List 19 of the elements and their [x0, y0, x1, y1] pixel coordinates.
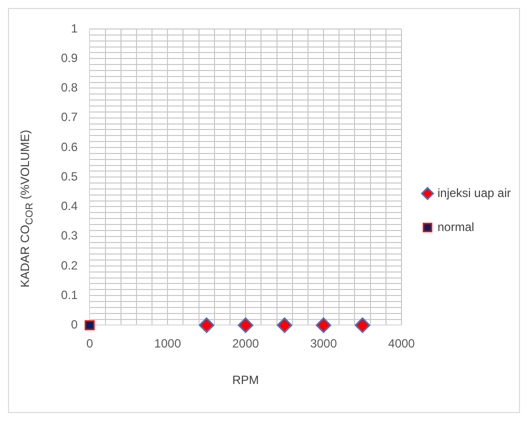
y-tick-label: 1	[70, 21, 78, 36]
legend-label: injeksi uap air	[438, 186, 511, 200]
y-tick-label: 0.6	[60, 140, 78, 154]
x-tick-label: 2000	[232, 336, 260, 351]
x-axis-title: RPM	[232, 373, 259, 388]
y-tick-label: 0.7	[60, 110, 78, 124]
y-tick-label: 0	[70, 318, 78, 332]
y-tick-label: 0.4	[60, 199, 78, 214]
y-tick-label: 0.5	[60, 169, 78, 184]
y-tick-label: 0.2	[60, 258, 78, 272]
x-tick-label: 3000	[310, 336, 338, 351]
x-tick-label: 0	[86, 336, 94, 351]
y-tick-label: 0.9	[60, 50, 78, 65]
legend-label: normal	[438, 220, 474, 234]
x-tick-label: 4000	[388, 336, 416, 351]
y-tick-label: 0.3	[60, 228, 78, 243]
y-tick-label: 0.1	[60, 288, 78, 302]
y-tick-label: 0.8	[60, 80, 78, 95]
x-tick-label: 1000	[154, 336, 182, 351]
